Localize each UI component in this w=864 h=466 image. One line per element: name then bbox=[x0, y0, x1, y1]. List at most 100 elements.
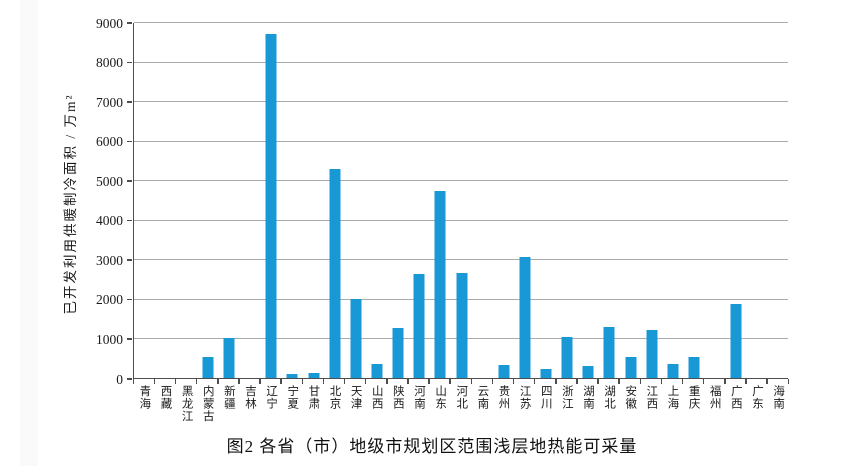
x-tick-mark bbox=[702, 379, 705, 384]
chart-caption: 图2 各省（市）地级市规划区范围浅层地热能可采量 bbox=[226, 437, 638, 456]
y-tick-label: 9000 bbox=[96, 15, 123, 31]
y-tick-label: 4000 bbox=[96, 213, 123, 229]
x-tick-label: 安徽 bbox=[624, 385, 637, 410]
x-tick-mark bbox=[280, 379, 282, 384]
page-edge-shadow bbox=[20, 0, 38, 466]
x-tick-label: 甘肃 bbox=[307, 385, 320, 410]
x-tick-mark bbox=[597, 379, 599, 384]
plot-area bbox=[133, 22, 788, 379]
x-tick-label: 湖南 bbox=[582, 385, 595, 410]
x-tick-label: 山西 bbox=[370, 385, 383, 410]
bar bbox=[667, 363, 679, 378]
x-tick-mark bbox=[576, 379, 578, 384]
x-tick-mark bbox=[639, 379, 642, 384]
x-tick-label: 陕西 bbox=[391, 385, 404, 410]
y-tick-mark bbox=[127, 22, 132, 24]
bar bbox=[498, 364, 510, 378]
bar bbox=[308, 372, 320, 378]
y-tick-label: 8000 bbox=[96, 55, 123, 71]
x-tick-mark bbox=[660, 379, 663, 384]
bar bbox=[329, 168, 341, 378]
x-tick-label: 河南 bbox=[412, 385, 425, 410]
x-tick-label: 云南 bbox=[476, 385, 489, 410]
x-tick-label: 新疆 bbox=[222, 385, 235, 410]
bar bbox=[265, 33, 277, 378]
x-tick-mark bbox=[407, 379, 409, 384]
x-tick-mark bbox=[174, 379, 177, 384]
x-tick-label: 江苏 bbox=[518, 385, 531, 410]
x-tick-label: 山东 bbox=[434, 385, 447, 410]
bar bbox=[582, 366, 594, 378]
x-tick-label: 重庆 bbox=[687, 385, 700, 410]
x-tick-label: 广西 bbox=[729, 385, 742, 410]
y-tick-mark bbox=[127, 338, 132, 340]
gridline bbox=[134, 219, 788, 221]
y-tick-label: 1000 bbox=[96, 331, 123, 347]
x-tick-label: 青海 bbox=[138, 385, 151, 410]
x-tick-mark bbox=[428, 379, 430, 384]
y-tick-label: 2000 bbox=[96, 292, 123, 308]
y-tick-mark bbox=[127, 219, 132, 222]
x-tick-mark bbox=[724, 379, 726, 384]
bar bbox=[688, 357, 700, 378]
x-tick-label: 四川 bbox=[539, 385, 552, 410]
x-tick-label: 天津 bbox=[349, 385, 362, 410]
x-tick-label: 宁夏 bbox=[286, 385, 299, 410]
x-tick-mark bbox=[386, 379, 388, 384]
x-tick-label: 黑龙江 bbox=[180, 385, 193, 423]
bar bbox=[371, 363, 383, 378]
x-tick-mark bbox=[555, 379, 557, 384]
y-tick-mark bbox=[127, 101, 132, 103]
y-tick-label: 0 bbox=[116, 371, 123, 387]
bar bbox=[603, 326, 615, 378]
bar bbox=[625, 356, 637, 378]
x-tick-label: 上海 bbox=[666, 385, 679, 410]
gridline bbox=[134, 259, 788, 261]
y-tick-label: 3000 bbox=[96, 252, 123, 268]
x-tick-label: 浙江 bbox=[560, 385, 573, 410]
x-tick-label: 贵州 bbox=[497, 385, 510, 410]
x-tick-label: 北京 bbox=[328, 385, 341, 410]
x-tick-mark bbox=[259, 379, 261, 384]
x-tick-label: 吉林 bbox=[243, 385, 256, 410]
x-tick-mark bbox=[681, 379, 684, 384]
x-tick-mark bbox=[343, 379, 346, 384]
y-tick-mark bbox=[127, 298, 132, 301]
x-tick-mark bbox=[364, 379, 367, 384]
gridline bbox=[134, 180, 788, 182]
bar bbox=[561, 336, 573, 378]
x-tick-mark bbox=[512, 379, 515, 384]
bar bbox=[434, 190, 446, 378]
x-tick-mark bbox=[195, 379, 198, 384]
x-tick-mark bbox=[238, 379, 240, 384]
bar bbox=[646, 330, 658, 378]
bar bbox=[730, 304, 742, 378]
x-tick-mark bbox=[301, 379, 304, 384]
y-axis-title: 已开发利用供暖制冷面积 / 万m² bbox=[63, 93, 78, 315]
gridline bbox=[134, 140, 788, 142]
bar bbox=[540, 368, 552, 378]
x-tick-mark bbox=[745, 379, 747, 384]
y-tick-mark bbox=[127, 259, 132, 261]
x-tick-label: 福州 bbox=[708, 385, 721, 410]
x-tick-mark bbox=[491, 379, 494, 384]
x-tick-mark bbox=[470, 379, 473, 384]
gridline bbox=[134, 61, 788, 63]
y-tick-mark bbox=[127, 378, 132, 380]
x-tick-mark bbox=[322, 379, 325, 384]
gridline bbox=[134, 22, 788, 23]
y-tick-label: 7000 bbox=[96, 94, 123, 110]
x-tick-label: 内蒙古 bbox=[201, 385, 214, 423]
y-tick-label: 6000 bbox=[96, 134, 123, 150]
x-tick-label: 江西 bbox=[645, 385, 658, 410]
bar bbox=[456, 273, 467, 378]
x-tick-mark bbox=[217, 379, 219, 384]
x-tick-mark bbox=[766, 379, 768, 384]
x-tick-mark bbox=[449, 379, 451, 384]
bar bbox=[350, 298, 362, 378]
x-tick-mark bbox=[787, 379, 789, 384]
x-tick-label: 西藏 bbox=[159, 385, 172, 410]
bar bbox=[392, 328, 404, 378]
x-tick-mark bbox=[533, 379, 536, 384]
